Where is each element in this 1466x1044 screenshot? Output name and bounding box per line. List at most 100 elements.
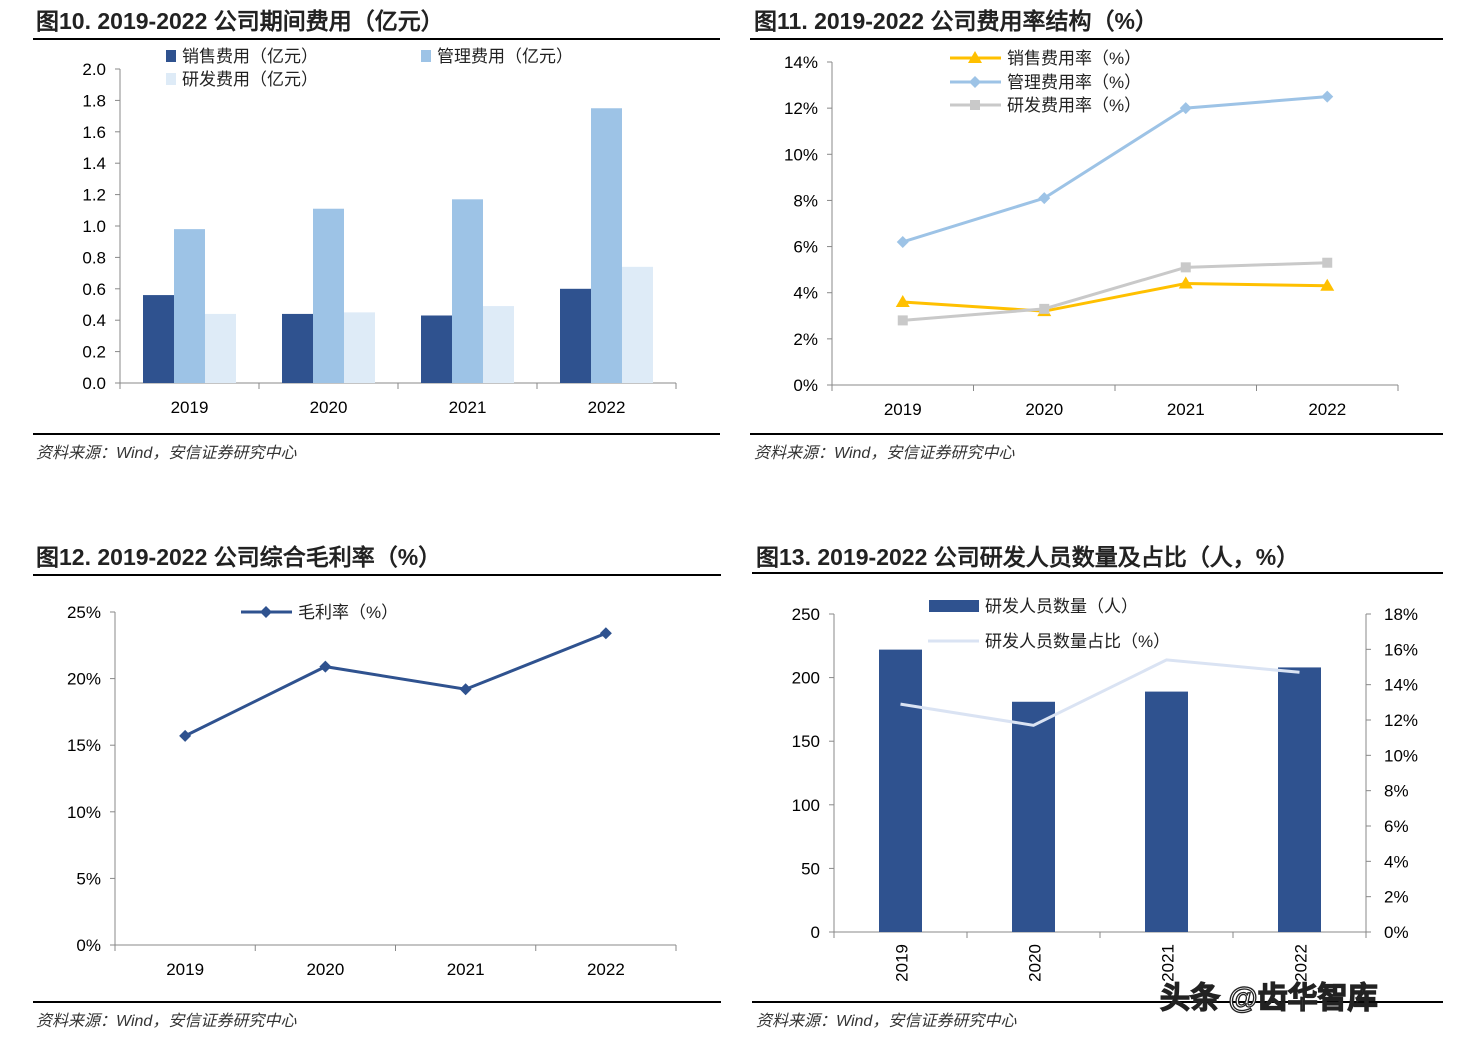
legend-marker bbox=[968, 51, 982, 63]
y2-tick-label: 18% bbox=[1384, 605, 1418, 624]
legend-label: 研发人员数量占比（%） bbox=[985, 632, 1170, 651]
series-line bbox=[902, 281, 1328, 313]
x-tick-label: 2020 bbox=[310, 398, 348, 417]
series-line bbox=[184, 631, 607, 738]
data-point-2021 bbox=[1180, 262, 1191, 273]
y-tick-label: 6% bbox=[793, 238, 818, 257]
bar-2022 bbox=[591, 108, 622, 383]
series-line bbox=[900, 658, 1300, 727]
legend-marker bbox=[260, 606, 272, 618]
x-tick-label: 2019 bbox=[884, 400, 922, 419]
y2-tick-label: 10% bbox=[1384, 746, 1418, 765]
y-tick-label: 20% bbox=[67, 670, 101, 689]
chart-10: 图10. 2019-2022 公司期间费用（亿元） 资料来源：Wind，安信证券研… bbox=[33, 8, 720, 462]
source-note: 资料来源：Wind，安信证券研究中心 bbox=[36, 444, 297, 462]
legend-label: 销售费用（亿元） bbox=[182, 47, 318, 66]
chart-12: 图12. 2019-2022 公司综合毛利率（%） 资料来源：Wind，安信证券研… bbox=[33, 544, 721, 1030]
x-tick-label: 2021 bbox=[1167, 400, 1205, 419]
y-tick-label: 14% bbox=[784, 53, 818, 72]
bar-2021 bbox=[421, 315, 452, 383]
data-point-2022 bbox=[1322, 257, 1333, 268]
legend-swatch bbox=[166, 73, 176, 85]
x-tick-label: 2020 bbox=[1026, 944, 1045, 982]
x-tick-label: 2019 bbox=[166, 960, 204, 979]
x-tick-label: 2020 bbox=[306, 960, 344, 979]
bar-2019 bbox=[879, 649, 922, 932]
series-line bbox=[902, 261, 1328, 322]
y-tick-label: 4% bbox=[793, 284, 818, 303]
bar-2019 bbox=[143, 295, 174, 383]
x-tick-label: 2021 bbox=[449, 398, 487, 417]
chart-title: 图13. 2019-2022 公司研发人员数量及占比（人，%） bbox=[756, 544, 1299, 570]
data-point-2022 bbox=[599, 627, 612, 640]
data-point-2022 bbox=[1321, 90, 1334, 103]
bar-2021 bbox=[452, 199, 483, 383]
data-point-2020 bbox=[1039, 303, 1050, 314]
chart-13: 图13. 2019-2022 公司研发人员数量及占比（人，%） 资料来源：Wind… bbox=[752, 544, 1443, 1030]
y-tick-label: 1.8 bbox=[82, 91, 106, 110]
source-note: 资料来源：Wind，安信证券研究中心 bbox=[36, 1012, 297, 1030]
bar-2020 bbox=[313, 208, 344, 383]
y-tick-label: 1.6 bbox=[82, 123, 106, 142]
y-tick-label: 0.0 bbox=[82, 374, 106, 393]
y-tick-label: 5% bbox=[76, 869, 101, 888]
y-tick-label: 0% bbox=[793, 376, 818, 395]
legend-label: 研发人员数量（人） bbox=[985, 597, 1138, 616]
x-tick-label: 2020 bbox=[1025, 400, 1063, 419]
data-point-2019 bbox=[895, 294, 910, 307]
y-tick-label: 200 bbox=[792, 669, 820, 688]
data-point-2021 bbox=[1178, 276, 1193, 289]
legend-label: 毛利率（%） bbox=[298, 603, 398, 622]
y-tick-label: 15% bbox=[67, 736, 101, 755]
bar-2022 bbox=[1278, 667, 1321, 932]
x-tick-label: 2019 bbox=[893, 944, 912, 982]
y-tick-label: 150 bbox=[792, 732, 820, 751]
bar-2020 bbox=[282, 313, 313, 383]
source-note: 资料来源：Wind，安信证券研究中心 bbox=[756, 1012, 1017, 1030]
y2-tick-label: 12% bbox=[1384, 711, 1418, 730]
chart-title: 图12. 2019-2022 公司综合毛利率（%） bbox=[36, 544, 441, 570]
x-tick-label: 2021 bbox=[1159, 944, 1178, 982]
y2-tick-label: 4% bbox=[1384, 852, 1409, 871]
x-tick-label: 2022 bbox=[588, 398, 626, 417]
bar-2019 bbox=[174, 229, 205, 383]
legend-swatch bbox=[929, 600, 979, 612]
legend-label: 管理费用（亿元） bbox=[437, 47, 573, 66]
source-note: 资料来源：Wind，安信证券研究中心 bbox=[754, 444, 1015, 462]
y-tick-label: 10% bbox=[784, 145, 818, 164]
x-tick-label: 2019 bbox=[171, 398, 209, 417]
data-point-2021 bbox=[459, 683, 472, 696]
y-tick-label: 250 bbox=[792, 605, 820, 624]
y2-tick-label: 14% bbox=[1384, 676, 1418, 695]
chart-11: 图11. 2019-2022 公司费用率结构（%） 资料来源：Wind，安信证券研… bbox=[750, 8, 1443, 462]
y-tick-label: 0% bbox=[76, 936, 101, 955]
x-tick-label: 2022 bbox=[1308, 400, 1346, 419]
y-tick-label: 0 bbox=[811, 923, 820, 942]
y-tick-label: 0.2 bbox=[82, 343, 106, 362]
y-tick-label: 10% bbox=[67, 803, 101, 822]
bar-2022 bbox=[560, 288, 591, 383]
y-tick-label: 25% bbox=[67, 603, 101, 622]
y-tick-label: 8% bbox=[793, 191, 818, 210]
legend-marker bbox=[970, 100, 980, 110]
bar-2020 bbox=[344, 312, 375, 383]
data-point-2020 bbox=[319, 660, 332, 673]
legend-label: 研发费用（亿元） bbox=[182, 70, 318, 89]
y-tick-label: 1.4 bbox=[82, 154, 106, 173]
y2-tick-label: 2% bbox=[1384, 888, 1409, 907]
legend-label: 销售费用率（%） bbox=[1007, 49, 1141, 68]
legend-swatch bbox=[421, 50, 431, 62]
y-tick-label: 0.8 bbox=[82, 248, 106, 267]
y-tick-label: 2% bbox=[793, 330, 818, 349]
y2-tick-label: 16% bbox=[1384, 640, 1418, 659]
y2-tick-label: 0% bbox=[1384, 923, 1409, 942]
y2-tick-label: 8% bbox=[1384, 782, 1409, 801]
bar-2020 bbox=[1012, 701, 1055, 932]
bar-2019 bbox=[205, 313, 236, 383]
y-tick-label: 0.6 bbox=[82, 280, 106, 299]
data-point-2021 bbox=[1179, 102, 1192, 115]
y-tick-label: 2.0 bbox=[82, 60, 106, 79]
data-point-2019 bbox=[179, 729, 192, 742]
x-tick-label: 2022 bbox=[1292, 944, 1311, 982]
data-point-2019 bbox=[897, 315, 908, 326]
